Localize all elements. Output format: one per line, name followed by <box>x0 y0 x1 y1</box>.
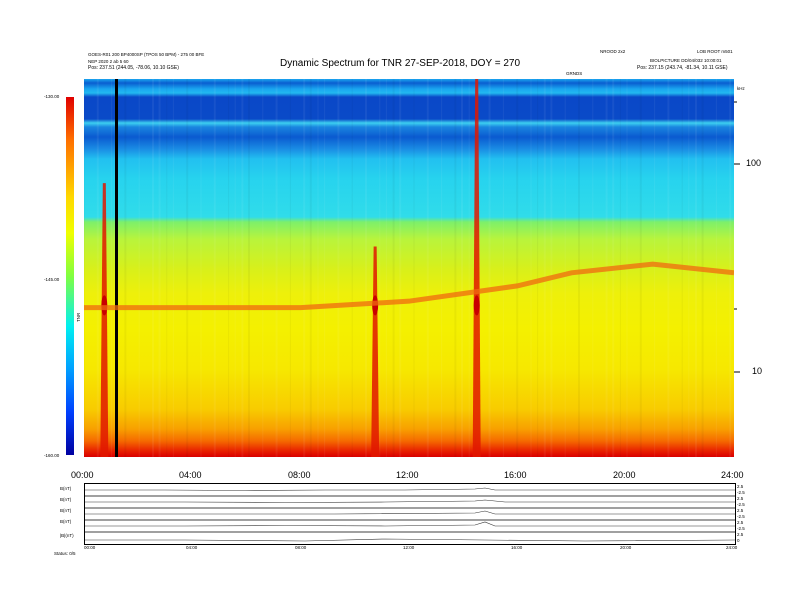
strip-x-tick-2000: 20:00 <box>620 545 632 550</box>
field-strips-lines <box>85 487 735 542</box>
burst-core <box>473 295 480 316</box>
strip-right-tick-3: 2.5 <box>737 496 744 501</box>
colorbar <box>66 97 74 455</box>
strip-label-2: B(nT) <box>60 497 72 502</box>
colorbar-label: TNR <box>76 312 81 322</box>
header-right-label1: NROOD 2x2 <box>600 49 626 54</box>
strip-label-4: B(nT) <box>60 519 72 524</box>
y-unit-label: kHz <box>737 86 745 91</box>
strip-x-tick-0800: 08:00 <box>295 545 307 550</box>
x-tick-0000: 00:00 <box>71 470 94 480</box>
colorbar-tick-mid: -145.00 <box>44 277 60 282</box>
x-tick-2400: 24:00 <box>721 470 744 480</box>
strip-right-tick-1: 2.5 <box>737 484 744 489</box>
strip-x-tick-0400: 04:00 <box>186 545 198 550</box>
header-right-tag: GRNDS <box>566 71 583 76</box>
strip-label-1: B(nT) <box>60 486 72 491</box>
strip-x-tick-0000: 00:00 <box>84 545 96 550</box>
colorbar-tick-top: -130.00 <box>44 94 60 99</box>
strip-right-tick-7: 2.5 <box>737 520 744 525</box>
x-tick-1600: 16:00 <box>504 470 527 480</box>
header-left-pos: Pos: 237.51 (244.05, -78.06, 10.10 GSE) <box>88 65 179 71</box>
x-tick-0400: 04:00 <box>179 470 202 480</box>
field-strips-panel <box>84 483 736 545</box>
strip-label-5: |B|(nT) <box>60 533 74 538</box>
colorbar-tick-bottom: -160.00 <box>44 453 60 458</box>
header-left-line2: NEP 2020 2 ab 5 60 <box>88 59 129 64</box>
x-tick-0800: 08:00 <box>288 470 311 480</box>
strip-x-tick-1600: 16:00 <box>511 545 523 550</box>
header-left-line1: GOES-R01 200 BP4000SP (TPOS 50 BPM) - 27… <box>88 52 205 57</box>
header-right-label2: LOB ROOT m501 <box>697 49 733 54</box>
plasma-line-series <box>84 261 734 311</box>
radio-burst <box>100 183 109 457</box>
strip-label-3: B(nT) <box>60 508 72 513</box>
strip-right-tick-4: -2.5 <box>737 502 745 507</box>
strip-x-tick-2400: 24:00 <box>726 545 738 550</box>
radio-burst <box>472 79 481 457</box>
status-footer: Status: 0/5 <box>54 551 76 556</box>
strip-right-tick-6: -2.5 <box>737 514 745 519</box>
x-tick-1200: 12:00 <box>396 470 419 480</box>
strip-right-tick-5: 2.5 <box>737 508 744 513</box>
header-right-line3: BIOLPICTURE DD/04/032 10:00:01 <box>650 58 722 63</box>
strip-right-tick-10: 0 <box>737 538 740 543</box>
spectrogram-image <box>84 79 734 457</box>
y-tick-10: 10 <box>752 366 763 376</box>
right-axis-ticks <box>734 101 740 373</box>
x-tick-2000: 20:00 <box>613 470 636 480</box>
header-right-pos: Pos: 237.15 (243.74, -81.34, 10.11 GSE) <box>637 65 728 71</box>
radio-burst <box>371 246 380 457</box>
strip-right-tick-8: -2.5 <box>737 526 745 531</box>
chart-title: Dynamic Spectrum for TNR 27-SEP-2018, DO… <box>280 58 521 69</box>
strip-x-tick-1200: 12:00 <box>403 545 415 550</box>
strip-right-tick-9: 2.5 <box>737 532 744 537</box>
spectrogram-overlay <box>84 79 734 457</box>
strip-right-tick-2: -2.5 <box>737 490 745 495</box>
y-tick-100: 100 <box>746 158 762 168</box>
